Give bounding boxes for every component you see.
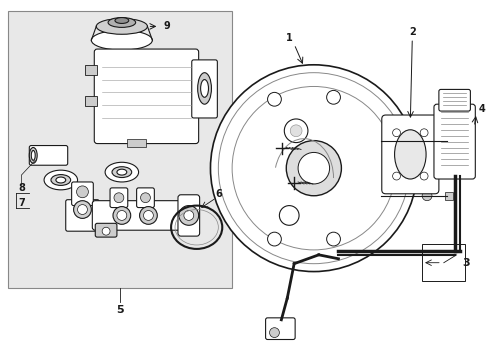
Circle shape [117,211,126,220]
Text: 8: 8 [18,183,25,193]
Ellipse shape [108,18,135,27]
Ellipse shape [56,177,65,183]
Ellipse shape [394,130,425,179]
Bar [421,244,465,282]
Ellipse shape [91,30,152,50]
Text: 6: 6 [215,189,221,199]
Ellipse shape [96,18,147,34]
Circle shape [267,93,281,106]
FancyBboxPatch shape [178,195,199,236]
Circle shape [140,193,150,203]
Circle shape [74,201,91,219]
FancyBboxPatch shape [95,223,117,237]
Ellipse shape [29,148,37,163]
Circle shape [419,172,427,180]
Circle shape [102,227,110,235]
Bar [85,65,97,75]
Bar [444,137,452,145]
Bar [85,96,97,106]
Circle shape [179,206,198,225]
FancyBboxPatch shape [433,104,474,179]
FancyBboxPatch shape [29,145,67,165]
Circle shape [326,232,340,246]
Ellipse shape [51,175,70,185]
Circle shape [77,186,88,198]
Bar [126,139,146,147]
Circle shape [289,125,302,137]
Ellipse shape [197,73,211,104]
Ellipse shape [105,162,138,182]
Circle shape [421,191,431,201]
Ellipse shape [200,80,208,97]
Circle shape [284,119,307,143]
Text: 4: 4 [477,104,484,114]
Text: 7: 7 [18,198,25,208]
FancyBboxPatch shape [265,318,295,339]
Circle shape [285,141,341,196]
Ellipse shape [115,18,128,23]
Circle shape [326,90,340,104]
Ellipse shape [31,150,35,160]
FancyBboxPatch shape [136,188,154,208]
Bar [444,192,452,200]
Circle shape [113,207,130,224]
Circle shape [392,129,400,137]
Text: 5: 5 [116,305,123,315]
Circle shape [143,211,153,220]
Bar [8,11,232,288]
Ellipse shape [44,170,78,190]
Text: 2: 2 [408,27,415,37]
Circle shape [419,129,427,137]
Circle shape [279,206,299,225]
FancyBboxPatch shape [92,201,186,230]
Ellipse shape [117,169,126,175]
FancyBboxPatch shape [438,89,469,111]
Circle shape [269,328,279,338]
Circle shape [183,211,193,220]
FancyBboxPatch shape [72,182,93,206]
Circle shape [267,232,281,246]
Text: 3: 3 [462,258,469,268]
Text: 1: 1 [285,33,292,43]
FancyBboxPatch shape [191,60,217,118]
FancyBboxPatch shape [65,200,99,231]
Circle shape [210,65,416,271]
Ellipse shape [112,167,131,177]
FancyBboxPatch shape [94,49,198,144]
Circle shape [392,172,400,180]
FancyBboxPatch shape [110,188,127,208]
Circle shape [139,207,157,224]
Circle shape [78,204,87,215]
Text: 9: 9 [163,21,170,31]
FancyBboxPatch shape [381,115,438,194]
Circle shape [114,193,123,203]
Circle shape [421,136,431,145]
Circle shape [298,152,329,184]
